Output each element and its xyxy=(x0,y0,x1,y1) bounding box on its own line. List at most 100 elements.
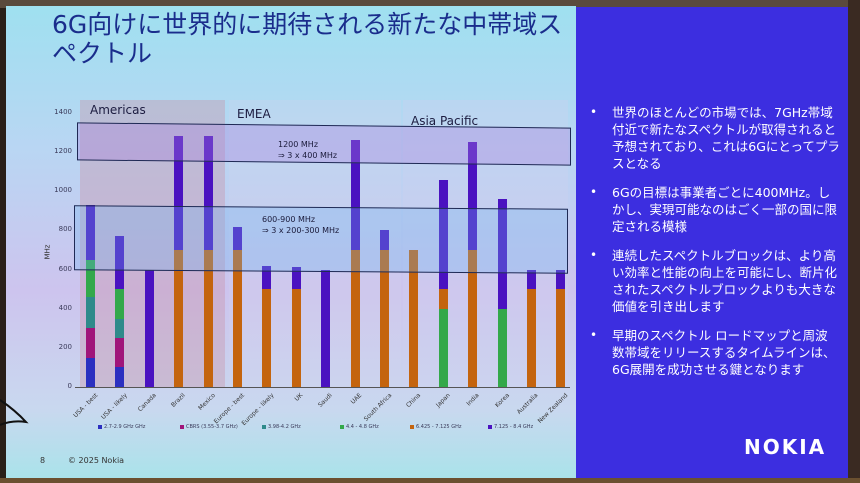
legend-item: CBRS (3.55-3.7 GHz) xyxy=(180,424,238,430)
bar-segment xyxy=(438,308,448,387)
x-tick-label: Saudi xyxy=(317,392,335,409)
legend-label: 2.7-2.9 GHz GHz xyxy=(104,424,146,430)
bullet-list: • 世界のほとんどの市場では、7GHz帯域付近で新たなスペクトルが取得されると予想… xyxy=(590,104,840,390)
region-label-americas: Americas xyxy=(90,103,146,117)
legend-swatch xyxy=(180,424,184,429)
band-600-line1: 600-900 MHz xyxy=(262,215,316,224)
bar-segment xyxy=(86,328,95,358)
slide-right-panel xyxy=(576,7,848,479)
region-label-asia-pacific: Asia Pacific xyxy=(411,114,479,128)
y-tick: 0 xyxy=(67,382,72,390)
legend-swatch xyxy=(340,424,344,429)
x-tick-label: USA - likely xyxy=(99,392,129,421)
x-tick-label: New Zealand xyxy=(536,392,570,425)
bar-segment xyxy=(438,289,448,309)
frame-bottom xyxy=(0,478,860,483)
x-tick-label: Mexico xyxy=(196,392,217,412)
bar-europe-likely xyxy=(262,265,272,387)
legend-item: 7.125 - 8.4 GHz xyxy=(488,424,533,430)
bar-uk xyxy=(291,266,301,387)
legend-item: 3.98-4.2 GHz xyxy=(262,424,301,430)
region-asia-pacific xyxy=(403,100,568,388)
bar-india xyxy=(468,142,478,387)
bar-segment xyxy=(86,357,95,387)
bullet-text: 6Gの目標は事業者ごとに400MHz。しかし、実現可能なのはごく一部の国に限定さ… xyxy=(612,185,838,234)
bar-segment xyxy=(497,308,507,387)
band-1200mhz-label: 1200 MHz ⇒ 3 x 400 MHz xyxy=(278,139,337,161)
band-600-900mhz-label: 600-900 MHz ⇒ 3 x 200-300 MHz xyxy=(262,214,339,236)
bar-china xyxy=(409,250,419,387)
y-tick: 1400 xyxy=(54,108,72,116)
x-tick-label: USA - best xyxy=(71,392,99,420)
bar-segment xyxy=(262,265,272,290)
bar-segment xyxy=(556,269,566,290)
page-number: 8 xyxy=(40,456,46,465)
legend-label: 4.4 - 4.8 GHz xyxy=(346,424,379,430)
legend-swatch xyxy=(98,424,102,429)
bar-segment xyxy=(115,236,125,290)
y-tick: 600 xyxy=(58,264,72,273)
frame-right xyxy=(848,0,860,483)
nokia-logo: NOKIA xyxy=(744,435,827,459)
bar-japan xyxy=(438,179,448,387)
bar-segment xyxy=(233,227,242,250)
band-600-line2: ⇒ 3 x 200-300 MHz xyxy=(262,226,340,235)
pointer-arrow-icon xyxy=(0,399,29,426)
bar-segment xyxy=(144,269,154,387)
bar-segment xyxy=(291,289,301,387)
legend-label: CBRS (3.55-3.7 GHz) xyxy=(186,424,238,430)
bar-segment xyxy=(115,289,125,319)
bar-segment xyxy=(380,230,389,250)
bar-south-africa xyxy=(380,230,389,387)
legend-swatch xyxy=(262,424,266,429)
bullet-text: 連続したスペクトルブロックは、より高い効率と性能の向上を可能にし、断片化されたス… xyxy=(612,248,838,314)
x-tick-label: Korea xyxy=(493,392,511,409)
legend-item: 2.7-2.9 GHz GHz xyxy=(98,424,145,430)
bar-segment xyxy=(262,289,272,387)
bar-canada xyxy=(144,269,154,387)
y-axis-label: MHz xyxy=(43,244,52,260)
legend-label: 6.425 - 7.125 GHz xyxy=(416,424,462,430)
bullet-item: • 6Gの目標は事業者ごとに400MHz。しかし、実現可能なのはごく一部の国に限定… xyxy=(590,184,840,235)
bar-segment xyxy=(203,249,213,387)
bar-segment xyxy=(527,289,536,387)
band-1200-line1: 1200 MHz xyxy=(278,140,319,149)
bullet-item: • 早期のスペクトル ロードマップと周波数帯域をリリースするタイムラインは、6G展… xyxy=(590,327,840,378)
bar-usa-likely xyxy=(115,236,125,387)
bar-brazil xyxy=(174,136,184,387)
x-tick-label: UK xyxy=(293,392,305,403)
x-tick-label: South Africa xyxy=(362,392,393,423)
bar-segment xyxy=(468,249,478,387)
bar-segment xyxy=(115,338,125,368)
bar-australia xyxy=(527,269,536,387)
legend-swatch xyxy=(488,424,492,429)
bar-mexico xyxy=(203,136,213,387)
slide-title: 6G向けに世界的に期待される新たな中帯域スペクトル xyxy=(52,10,563,68)
legend-item: 4.4 - 4.8 GHz xyxy=(340,424,379,430)
region-emea xyxy=(229,100,401,388)
legend-label: 7.125 - 8.4 GHz xyxy=(494,424,534,430)
legend-swatch xyxy=(410,424,414,429)
bar-segment xyxy=(380,249,389,387)
bullet-item: • 連続したスペクトルブロックは、より高い効率と性能の向上を可能にし、断片化された… xyxy=(590,247,840,315)
bar-segment xyxy=(86,259,95,297)
x-tick-label: Brazil xyxy=(170,392,188,409)
bar-segment xyxy=(291,266,301,290)
bar-segment xyxy=(86,205,95,260)
bar-segment xyxy=(321,269,331,387)
band-1200-line2: ⇒ 3 x 400 MHz xyxy=(278,151,338,160)
bar-new-zealand xyxy=(556,269,566,387)
bar-europe-best xyxy=(233,227,242,387)
bar-korea xyxy=(497,199,507,387)
x-tick-label: India xyxy=(465,392,482,408)
x-tick-label: UAE xyxy=(349,392,364,406)
frame-top xyxy=(0,0,860,8)
bar-segment xyxy=(174,136,184,250)
y-tick: 1000 xyxy=(54,186,72,195)
legend-item: 6.425 - 7.125 GHz xyxy=(410,424,461,430)
x-tick-label: China xyxy=(405,392,423,410)
bullet-text: 世界のほとんどの市場では、7GHz帯域付近で新たなスペクトルが取得されると予想さ… xyxy=(612,105,840,171)
bar-segment xyxy=(174,249,184,387)
bar-segment xyxy=(556,289,566,387)
